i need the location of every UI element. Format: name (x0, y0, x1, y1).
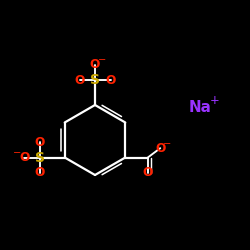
Text: S: S (90, 73, 100, 87)
Text: Na: Na (188, 100, 212, 115)
Text: −: − (98, 55, 106, 65)
Text: O: O (34, 166, 45, 179)
Text: O: O (19, 151, 30, 164)
Text: O: O (105, 74, 116, 86)
Text: −: − (163, 139, 171, 149)
Text: +: + (210, 94, 220, 107)
Text: O: O (90, 58, 100, 71)
Text: O: O (142, 166, 153, 179)
Text: O: O (74, 74, 85, 86)
Text: O: O (155, 142, 166, 155)
Text: S: S (35, 150, 45, 164)
Text: O: O (34, 136, 45, 148)
Text: −: − (13, 148, 21, 158)
